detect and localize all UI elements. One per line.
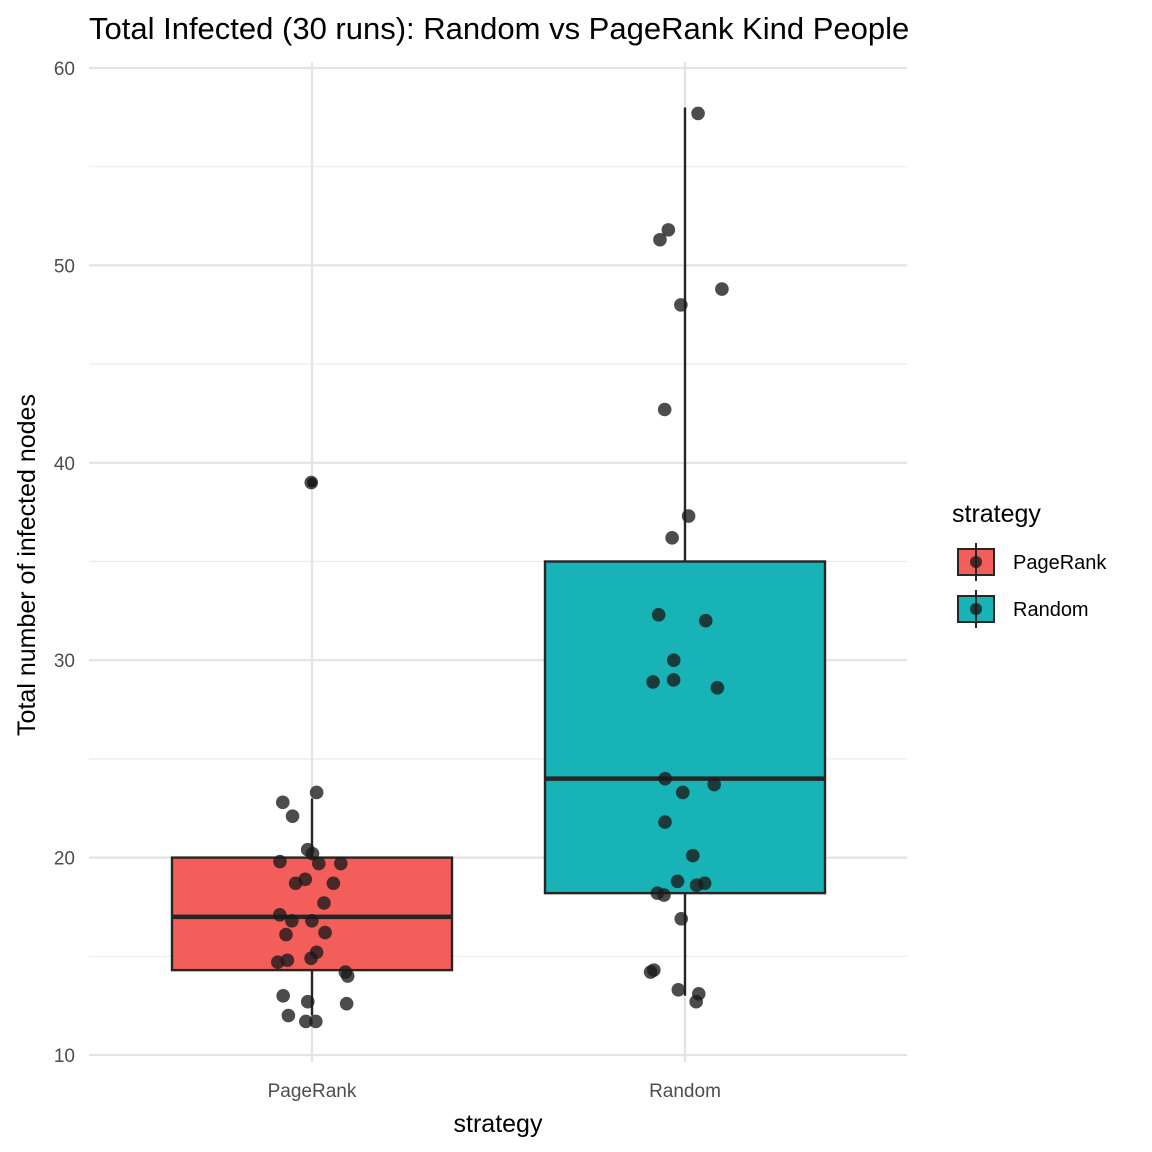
data-point <box>643 965 658 979</box>
data-point <box>305 846 320 861</box>
data-point <box>665 531 679 545</box>
data-point <box>271 955 285 970</box>
data-point <box>686 848 700 863</box>
data-point <box>309 785 324 800</box>
data-point <box>657 888 671 902</box>
y-axis-ticks: 10 20 30 40 50 60 <box>54 59 75 1067</box>
y-axis-title: Total number of infected nodes <box>13 394 41 736</box>
x-tick-label: Random <box>649 1081 721 1102</box>
data-point <box>646 675 660 689</box>
jitter-points <box>271 106 729 1029</box>
data-point <box>339 996 354 1011</box>
data-point <box>671 983 686 997</box>
data-point <box>658 815 672 829</box>
data-point <box>285 809 300 823</box>
legend: strategy PageRank Random <box>952 500 1107 628</box>
data-point <box>653 232 667 247</box>
data-point <box>674 911 689 926</box>
legend-key-point <box>970 603 982 615</box>
data-point <box>300 994 315 1009</box>
y-tick-label: 20 <box>54 849 75 870</box>
data-point <box>666 673 681 687</box>
data-point <box>710 681 725 695</box>
data-point <box>689 994 703 1009</box>
data-point <box>675 785 690 800</box>
data-point <box>666 653 681 667</box>
data-point <box>661 223 676 237</box>
data-point <box>333 856 348 871</box>
data-point <box>299 1014 313 1029</box>
data-point <box>281 1008 296 1023</box>
legend-label-random: Random <box>1013 599 1089 621</box>
data-point <box>698 613 713 628</box>
boxes <box>170 107 827 1016</box>
x-axis-title: strategy <box>454 1110 543 1138</box>
data-point <box>305 913 319 928</box>
data-point <box>317 896 331 910</box>
data-point <box>707 777 721 792</box>
data-point <box>318 925 332 940</box>
data-point <box>288 876 303 891</box>
data-point <box>273 854 287 869</box>
data-point <box>715 282 729 296</box>
data-point <box>651 607 666 622</box>
y-tick-label: 60 <box>54 59 75 80</box>
data-point <box>311 856 326 871</box>
data-point <box>658 771 672 786</box>
legend-label-pagerank: PageRank <box>1013 552 1107 574</box>
data-point <box>275 795 290 810</box>
chart-title: Total Infected (30 runs): Random vs Page… <box>89 11 909 46</box>
x-tick-label: PageRank <box>268 1081 357 1102</box>
data-point <box>304 475 319 490</box>
y-tick-label: 10 <box>54 1046 75 1067</box>
data-point <box>273 908 287 922</box>
data-point <box>309 1014 323 1029</box>
y-tick-label: 40 <box>54 454 75 475</box>
data-point <box>304 951 318 966</box>
data-point <box>681 509 696 523</box>
data-point <box>340 969 355 983</box>
y-tick-label: 30 <box>54 651 75 672</box>
data-point <box>285 913 299 928</box>
data-point <box>691 106 705 121</box>
data-point <box>657 402 672 417</box>
box-random <box>543 560 827 895</box>
data-point <box>326 876 341 891</box>
data-point <box>279 927 293 942</box>
data-point <box>674 298 688 312</box>
legend-title: strategy <box>952 500 1041 528</box>
data-point <box>689 878 704 893</box>
data-point <box>670 874 685 889</box>
x-axis-ticks: PageRank Random <box>268 1081 721 1102</box>
legend-key-point <box>970 556 982 568</box>
data-point <box>276 988 290 1003</box>
y-tick-label: 50 <box>54 256 75 277</box>
